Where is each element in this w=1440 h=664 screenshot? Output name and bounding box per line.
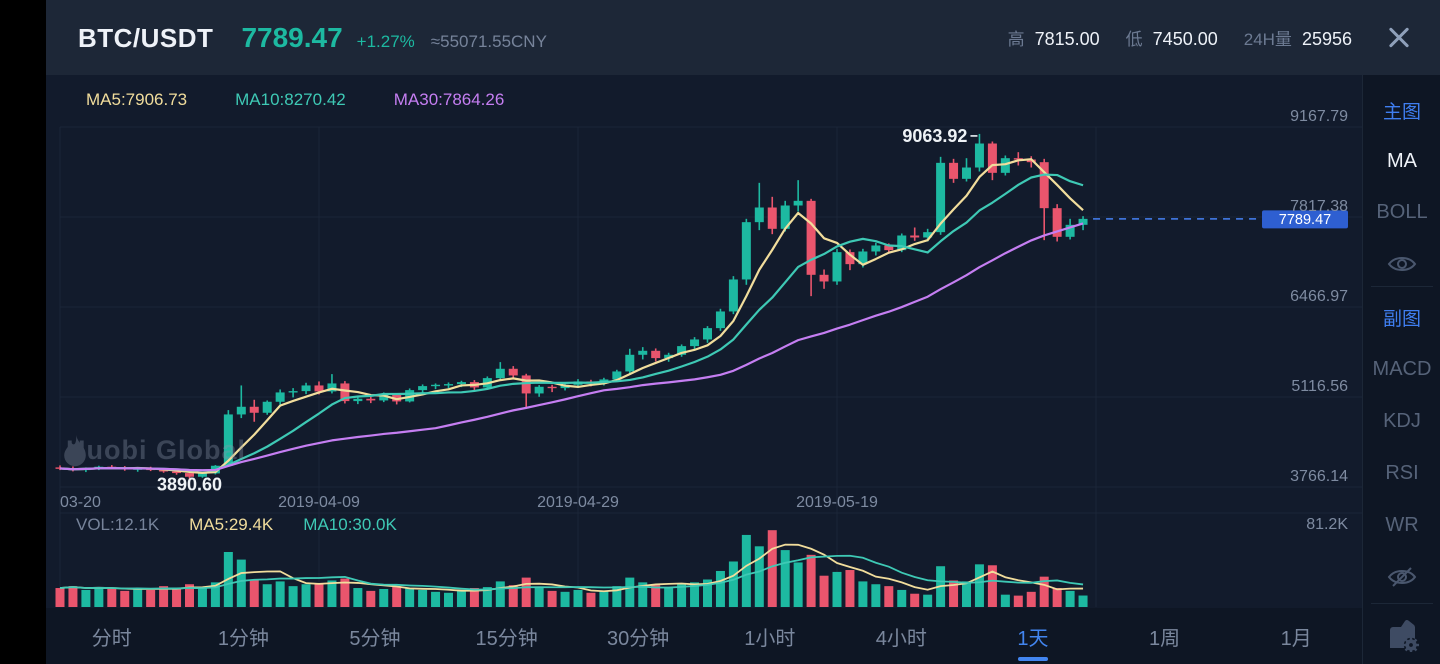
watermark-text: Huobi Global [66, 435, 246, 465]
indicator-wr[interactable]: WR [1385, 513, 1419, 536]
pair-title: BTC/USDT [78, 22, 214, 53]
stat-high-label: 高 [1007, 30, 1025, 49]
tab-1day[interactable]: 1天 [967, 608, 1099, 664]
vol-value-legend: VOL:12.1K [76, 515, 160, 534]
svg-text:5116.56: 5116.56 [1291, 378, 1348, 395]
vol-ma10-legend: MA10:30.0K [303, 515, 397, 534]
svg-text:2019-04-29: 2019-04-29 [537, 494, 619, 511]
tab-4hour[interactable]: 4小时 [875, 627, 927, 650]
svg-text:9167.79: 9167.79 [1290, 108, 1348, 125]
tab-timeshare[interactable]: 分时 [91, 627, 132, 650]
svg-text:7789.47: 7789.47 [1279, 212, 1331, 228]
tab-1hour[interactable]: 1小时 [744, 627, 796, 650]
ma5-legend: MA5:7906.73 [86, 90, 188, 109]
last-price: 7789.47 [241, 21, 343, 53]
stat-volume-label: 24H量 [1243, 30, 1292, 49]
close-icon[interactable] [1382, 21, 1416, 55]
svg-text:3766.14: 3766.14 [1290, 468, 1348, 485]
stat-low-value: 7450.00 [1152, 29, 1218, 49]
watermark: Huobi Global [60, 435, 246, 467]
sidebar-divider [1371, 286, 1433, 287]
tab-15min[interactable]: 15分钟 [475, 627, 538, 650]
stat-high: 高 7815.00 [1008, 25, 1100, 50]
tab-1week[interactable]: 1周 [1148, 627, 1181, 650]
chart-canvas: 7789.47 9167.79 7817.38 6466.97 5116.56 3766.… [55, 108, 1362, 607]
tab-1month[interactable]: 1月 [1280, 627, 1312, 650]
huobi-flame-icon [64, 435, 86, 467]
indicator-rsi[interactable]: RSI [1385, 461, 1419, 484]
svg-text:81.2K: 81.2K [1306, 516, 1348, 533]
eye-icon[interactable] [1363, 249, 1440, 279]
stat-volume-value: 25956 [1301, 29, 1352, 49]
stat-volume-24h: 24H量 25956 [1244, 25, 1352, 50]
header-left: BTC/USDT 7789.47 +1.27% ≈55071.55CNY [78, 22, 547, 54]
price-cny-equivalent: ≈55071.55CNY [430, 31, 547, 51]
main-chart-section-label: 主图 [1382, 101, 1421, 123]
stat-low: 低 7450.00 [1126, 25, 1218, 50]
tab-1min[interactable]: 1分钟 [217, 627, 269, 650]
timeframe-tabbar: 分时 1分钟 5分钟 15分钟 30分钟 1小时 4小时 1天 1周 1月 [46, 608, 1362, 664]
ma30-legend: MA30:7864.26 [393, 90, 505, 109]
indicator-boll[interactable]: BOLL [1376, 200, 1428, 223]
price-change-percent: +1.27% [356, 31, 415, 51]
candlestick-chart[interactable]: 7789.47 9167.79 7817.38 6466.97 5116.56 3766.… [46, 75, 1362, 608]
ma-legend: MA5:7906.73 MA10:8270.42 MA30:7864.26 [86, 90, 504, 110]
svg-text:9063.92: 9063.92 [902, 126, 967, 146]
svg-text:7817.38: 7817.38 [1290, 198, 1348, 215]
svg-text:3890.60: 3890.60 [157, 475, 222, 495]
indicator-sidebar: 主图 MA BOLL 副图 MACD KDJ RSI WR [1362, 75, 1440, 664]
svg-text:03-20: 03-20 [60, 494, 101, 511]
tab-5min[interactable]: 5分钟 [349, 627, 401, 650]
indicator-macd[interactable]: MACD [1372, 357, 1432, 380]
header-stats: 高 7815.00 低 7450.00 24H量 25956 [982, 21, 1416, 55]
volume-legend: VOL:12.1K MA5:29.4K MA10:30.0K [76, 515, 397, 535]
ma10-legend: MA10:8270.42 [235, 90, 346, 109]
left-black-strip [0, 0, 46, 664]
svg-text:2019-04-09: 2019-04-09 [278, 494, 360, 511]
vol-ma5-legend: MA5:29.4K [189, 515, 274, 534]
stat-low-label: 低 [1125, 30, 1143, 49]
chart-settings-icon[interactable] [1363, 619, 1440, 652]
sidebar-divider [1371, 603, 1433, 604]
tab-30min[interactable]: 30分钟 [607, 627, 670, 650]
svg-text:2019-05-19: 2019-05-19 [796, 494, 878, 511]
stat-high-value: 7815.00 [1034, 29, 1100, 49]
indicator-ma[interactable]: MA [1387, 149, 1417, 172]
svg-text:6466.97: 6466.97 [1290, 288, 1348, 305]
indicator-kdj[interactable]: KDJ [1383, 409, 1421, 432]
sub-chart-section-label: 副图 [1382, 308, 1421, 330]
header-bar: BTC/USDT 7789.47 +1.27% ≈55071.55CNY 高 7… [46, 0, 1440, 75]
eye-off-icon[interactable] [1363, 562, 1440, 592]
